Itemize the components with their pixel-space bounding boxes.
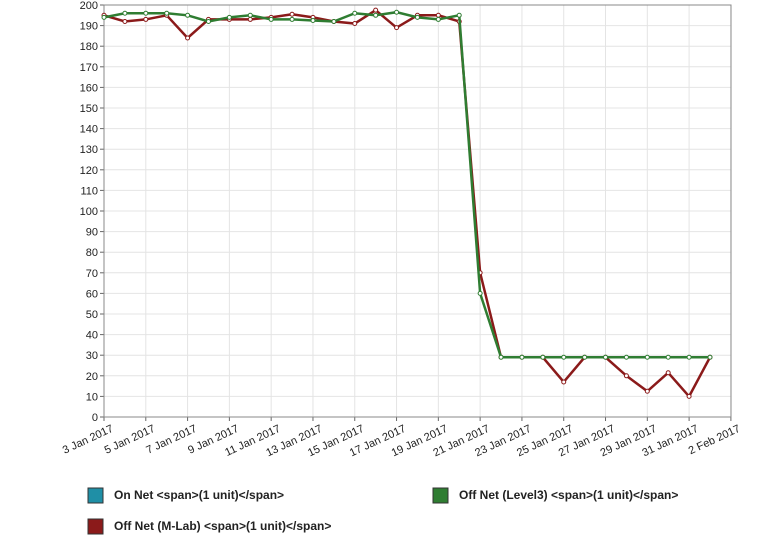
point — [561, 354, 567, 360]
y-tick-label: 190 — [80, 21, 98, 33]
point — [268, 16, 274, 22]
point — [373, 12, 379, 18]
plot-border — [103, 4, 732, 418]
point — [498, 354, 504, 360]
y-tick-label: 160 — [80, 82, 98, 94]
point — [143, 10, 149, 16]
point — [310, 17, 316, 23]
y-tick-label: 90 — [86, 227, 98, 239]
point — [623, 354, 629, 360]
y-tick-label: 10 — [86, 391, 98, 403]
point — [435, 12, 441, 18]
point — [665, 370, 671, 376]
point — [707, 354, 713, 360]
y-tick-label: 180 — [80, 41, 98, 53]
point — [226, 14, 232, 20]
y-tick-label: 0 — [92, 412, 98, 424]
point — [394, 9, 400, 15]
y-tick-label: 130 — [80, 144, 98, 156]
point — [665, 354, 671, 360]
y-tick-label: 140 — [80, 124, 98, 136]
point — [644, 388, 650, 394]
point — [414, 14, 420, 20]
point — [561, 379, 567, 385]
point — [477, 290, 483, 296]
point — [352, 10, 358, 16]
y-tick-label: 150 — [80, 103, 98, 115]
legend-label: Off Net (Level3) <span>(1 unit)</span> — [459, 488, 678, 502]
point — [122, 10, 128, 16]
point — [394, 25, 400, 31]
point — [205, 18, 211, 24]
point — [373, 7, 379, 13]
point — [540, 354, 546, 360]
point — [352, 21, 358, 27]
point — [686, 354, 692, 360]
legend-swatch — [87, 487, 104, 504]
y-tick-label: 200 — [80, 0, 98, 12]
point — [185, 12, 191, 18]
point — [644, 354, 650, 360]
point — [331, 18, 337, 24]
y-tick-label: 110 — [80, 185, 98, 197]
point — [185, 35, 191, 41]
point — [101, 14, 107, 20]
y-tick-label: 170 — [80, 62, 98, 74]
point — [289, 16, 295, 22]
y-tick-label: 100 — [80, 206, 98, 218]
point — [435, 16, 441, 22]
point — [623, 373, 629, 379]
y-tick-label: 80 — [86, 247, 98, 259]
y-tick-label: 60 — [86, 288, 98, 300]
point — [603, 354, 609, 360]
point — [164, 10, 170, 16]
point — [289, 11, 295, 17]
legend-swatch — [432, 487, 449, 504]
point — [122, 18, 128, 24]
legend-label: On Net <span>(1 unit)</span> — [114, 488, 284, 502]
y-tick-label: 120 — [80, 165, 98, 177]
point — [582, 354, 588, 360]
y-tick-label: 50 — [86, 309, 98, 321]
point — [247, 12, 253, 18]
y-tick-label: 20 — [86, 371, 98, 383]
y-tick-label: 40 — [86, 330, 98, 342]
legend-swatch — [87, 518, 104, 535]
point — [519, 354, 525, 360]
point — [686, 393, 692, 399]
point — [247, 16, 253, 22]
y-tick-label: 30 — [86, 350, 98, 362]
series-line — [103, 10, 710, 359]
point — [456, 12, 462, 18]
point — [143, 16, 149, 22]
series-line — [103, 8, 712, 399]
y-tick-label: 70 — [86, 268, 98, 280]
legend-label: Off Net (M-Lab) <span>(1 unit)</span> — [114, 519, 331, 533]
